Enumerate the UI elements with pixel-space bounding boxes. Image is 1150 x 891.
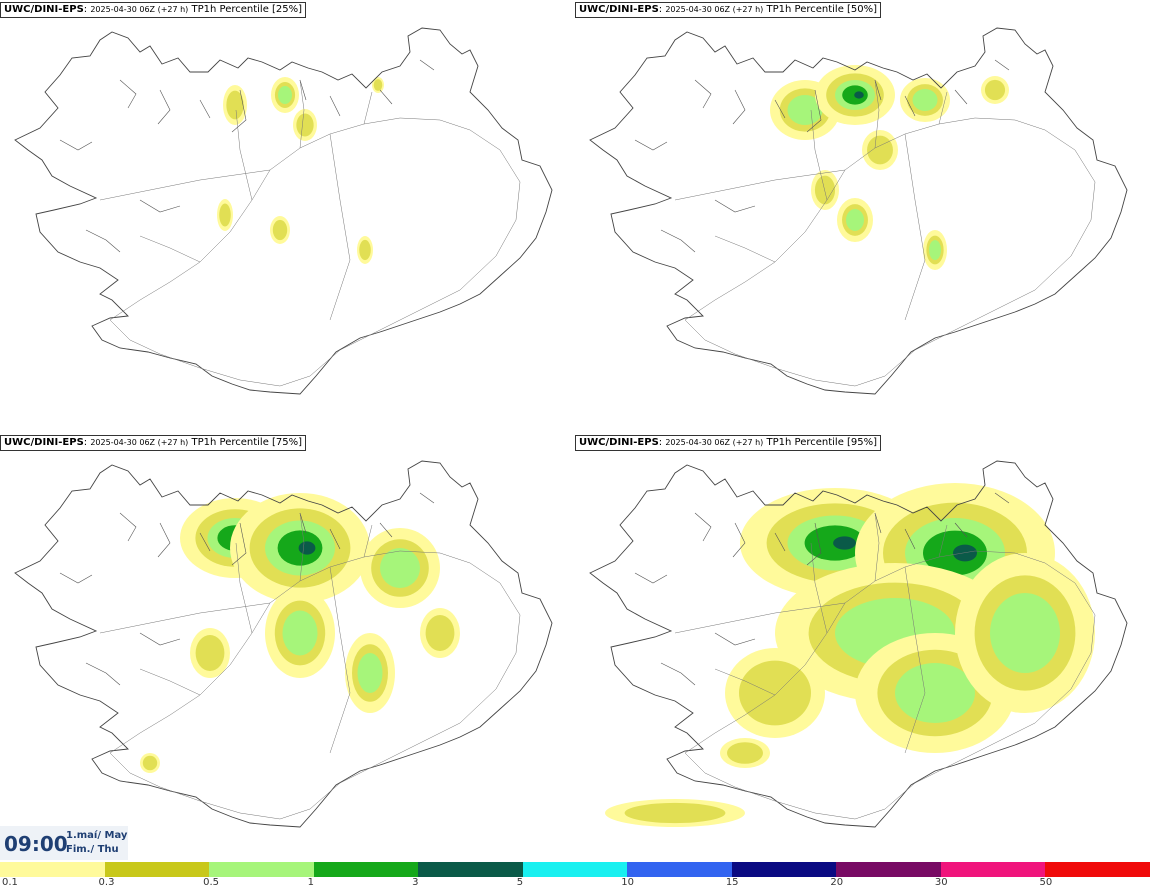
iceland-precip-map (589, 27, 1128, 395)
product-name: TP1h Percentile [95%] (766, 437, 878, 448)
colorbar-tick-label: 0.5 (203, 877, 219, 888)
colorbar-tick-label: 15 (725, 877, 739, 888)
precip-area-0p5 (912, 89, 938, 111)
precip-area-0p5 (380, 548, 420, 588)
fjord-detail (634, 492, 1010, 686)
precip-area-0p5 (895, 663, 975, 723)
precip-area-0p3 (867, 135, 893, 165)
precip-area-0p5 (990, 593, 1060, 673)
run-time: 2025-04-30 06Z (+27 h) (665, 438, 764, 447)
iceland-precip-map (14, 27, 553, 395)
colorbar-segment (0, 862, 105, 877)
precip-layer (605, 483, 1095, 827)
colorbar-tick-label: 30 (934, 877, 948, 888)
precip-colorbar (0, 862, 1150, 877)
panel-title: UWC/DINI-EPS: 2025-04-30 06Z (+27 h) TP1… (0, 435, 307, 451)
precip-area-0p3 (219, 203, 231, 227)
fjord-detail (634, 59, 1010, 253)
product-name: TP1h Percentile [50%] (766, 4, 878, 15)
precip-area-0p5 (846, 209, 864, 231)
colorbar-tick-label: 50 (1039, 877, 1053, 888)
precip-area-0p5 (929, 240, 941, 260)
precip-area-3 (298, 541, 316, 555)
colorbar-segment (522, 862, 628, 877)
colorbar-tick-label: 5 (516, 877, 524, 888)
model-name: UWC/DINI-EPS (579, 4, 659, 15)
precip-layer (217, 77, 384, 264)
product-name: TP1h Percentile [25%] (191, 4, 303, 15)
colorbar-tick-label: 0.3 (98, 877, 115, 888)
road-network (674, 512, 1096, 820)
road-network (674, 79, 1096, 387)
precip-area-0p3 (727, 742, 763, 764)
product-name: TP1h Percentile [75%] (191, 437, 303, 448)
panel-title: UWC/DINI-EPS: 2025-04-30 06Z (+27 h) TP1… (575, 2, 882, 18)
run-time: 2025-04-30 06Z (+27 h) (665, 5, 764, 14)
colorbar-segment (836, 862, 941, 877)
colorbar-tick-label: 10 (621, 877, 634, 888)
road-network (99, 512, 521, 820)
precip-area-0p3 (296, 113, 314, 137)
colorbar-tick-label: 0.1 (2, 877, 18, 888)
precip-layer (770, 65, 1009, 270)
precip-area-0p3 (739, 660, 811, 726)
valid-time: 09:00 (4, 832, 68, 856)
precip-area-0p3 (226, 90, 244, 120)
panel-title: UWC/DINI-EPS: 2025-04-30 06Z (+27 h) TP1… (575, 435, 882, 451)
precip-area-0p5 (282, 610, 318, 656)
run-time: 2025-04-30 06Z (+27 h) (90, 5, 189, 14)
precip-area-0p3 (272, 219, 288, 241)
precip-area-0p3 (142, 755, 158, 771)
model-name: UWC/DINI-EPS (4, 437, 84, 448)
iceland-coastline (589, 460, 1128, 828)
iceland-precip-map (14, 460, 553, 828)
precip-area-0p5 (357, 653, 383, 693)
model-name: UWC/DINI-EPS (4, 4, 84, 15)
colorbar-segment (627, 862, 732, 877)
colorbar-segment (940, 862, 1046, 877)
road-network (99, 79, 521, 387)
iceland-precip-map (589, 460, 1128, 828)
colorbar-segment (418, 862, 523, 877)
precip-area-0p3 (195, 635, 225, 671)
panel-title: UWC/DINI-EPS: 2025-04-30 06Z (+27 h) TP1… (0, 2, 307, 18)
precip-area-0p5 (278, 86, 292, 104)
valid-weekday: Fim./ Thu (66, 844, 119, 855)
precip-area-0p3 (373, 79, 383, 91)
precip-layer (140, 493, 460, 773)
fjord-detail (59, 59, 435, 253)
precip-area-0p3 (814, 175, 836, 205)
precip-area-3 (854, 91, 864, 99)
fjord-detail (59, 492, 435, 686)
colorbar-ticks: 0.1 0.3 0.5 1 3 5 10 15 20 30 50 (0, 877, 1150, 891)
map-panel-p95: UWC/DINI-EPS: 2025-04-30 06Z (+27 h) TP1… (575, 433, 1150, 866)
valid-date: 1.maí/ May (66, 830, 128, 841)
precip-area-3 (953, 544, 977, 562)
map-panel-p50: UWC/DINI-EPS: 2025-04-30 06Z (+27 h) TP1… (575, 0, 1150, 433)
valid-time-box: 09:00 1.maí/ May Fim./ Thu (0, 826, 128, 860)
model-name: UWC/DINI-EPS (579, 437, 659, 448)
map-panel-p75: UWC/DINI-EPS: 2025-04-30 06Z (+27 h) TP1… (0, 433, 575, 866)
precip-area-0p5 (787, 95, 823, 125)
precip-area-0p3 (359, 239, 371, 261)
colorbar-segment (1045, 862, 1150, 877)
colorbar-segment (209, 862, 314, 877)
colorbar-segment (104, 862, 210, 877)
precip-area-0p3 (624, 802, 726, 824)
iceland-coastline (589, 27, 1128, 395)
colorbar-segment (313, 862, 419, 877)
colorbar-segment (731, 862, 837, 877)
precip-area-3 (833, 536, 856, 550)
precip-area-0p3 (425, 615, 455, 651)
run-time: 2025-04-30 06Z (+27 h) (90, 438, 189, 447)
iceland-coastline (14, 460, 553, 828)
precip-area-0p3 (984, 79, 1006, 101)
iceland-coastline (14, 27, 553, 395)
colorbar-tick-label: 3 (412, 877, 419, 888)
colorbar-tick-label: 1 (307, 877, 314, 888)
colorbar-tick-label: 20 (830, 877, 844, 888)
map-panel-p25: UWC/DINI-EPS: 2025-04-30 06Z (+27 h) TP1… (0, 0, 575, 433)
